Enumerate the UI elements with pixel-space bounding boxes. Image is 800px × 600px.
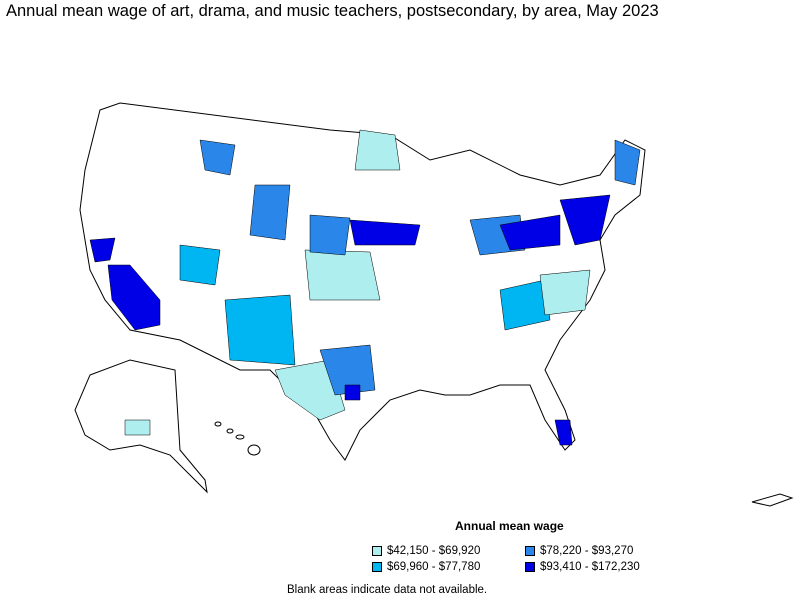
legend-title: Annual mean wage	[455, 519, 564, 533]
legend-item: $69,960 - $77,780	[372, 561, 480, 573]
area	[309, 214, 351, 256]
legend-item: $93,410 - $172,230	[525, 561, 640, 573]
hawaii	[214, 421, 261, 456]
area	[559, 194, 611, 246]
legend-swatch	[372, 546, 382, 556]
legend-swatch	[525, 562, 535, 572]
area	[89, 237, 116, 263]
area	[224, 294, 296, 366]
legend-swatch	[372, 562, 382, 572]
legend-item: $42,150 - $69,920	[372, 545, 480, 557]
legend-swatch	[525, 546, 535, 556]
legend-label: $42,150 - $69,920	[387, 545, 481, 557]
legend-label: $78,220 - $93,270	[540, 545, 634, 557]
area	[179, 244, 221, 286]
area	[499, 214, 561, 251]
island	[247, 444, 261, 456]
footnote: Blank areas indicate data not available.	[287, 584, 488, 596]
island	[214, 421, 222, 427]
area	[107, 264, 161, 331]
island	[235, 434, 245, 440]
area	[319, 344, 376, 396]
area	[354, 129, 401, 171]
area	[344, 384, 361, 401]
legend-label: $93,410 - $172,230	[540, 561, 640, 573]
legend-label: $69,960 - $77,780	[387, 561, 481, 573]
legend-item: $78,220 - $93,270	[525, 545, 633, 557]
island	[226, 428, 234, 434]
area	[499, 279, 551, 331]
puerto-rico	[751, 493, 794, 507]
area	[124, 419, 151, 436]
area	[199, 139, 236, 176]
areas	[89, 129, 641, 446]
map-title: Annual mean wage of art, drama, and musi…	[6, 2, 659, 20]
area	[304, 249, 381, 301]
area	[349, 219, 421, 246]
area	[554, 419, 573, 446]
area	[249, 184, 291, 241]
area	[539, 269, 591, 316]
area	[614, 139, 641, 186]
area	[274, 359, 346, 421]
